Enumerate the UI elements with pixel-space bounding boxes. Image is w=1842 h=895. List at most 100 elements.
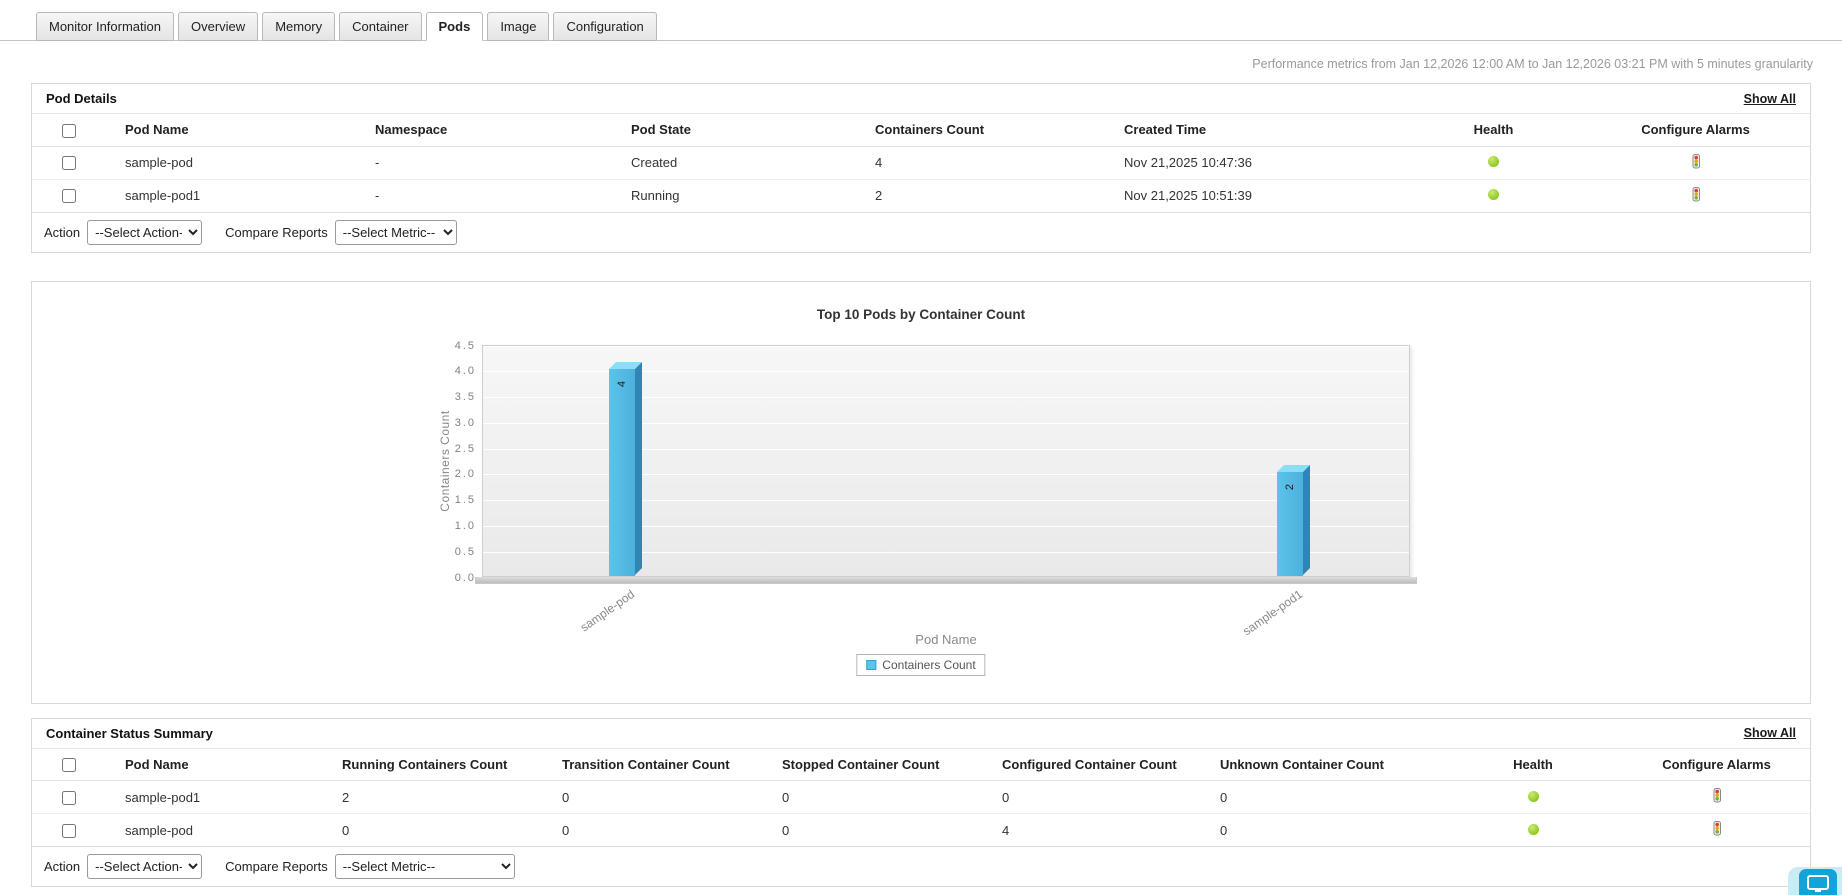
tab-overview[interactable]: Overview	[178, 12, 259, 41]
gridline	[483, 448, 1409, 450]
pod-details-row: sample-pod1 - Running 2 Nov 21,2025 10:5…	[32, 178, 1810, 212]
column-header-containers-count: Containers Count	[867, 114, 1116, 147]
action-label: Action	[44, 224, 81, 240]
column-header-health: Health	[1443, 748, 1623, 782]
gridline	[483, 397, 1409, 399]
health-up-icon	[1488, 189, 1499, 201]
cell-containers-count: 4	[875, 155, 883, 171]
tab-monitor-information[interactable]: Monitor Information	[36, 12, 174, 41]
tab-pods[interactable]: Pods	[425, 12, 484, 41]
gridline	[483, 371, 1409, 373]
y-axis-title: Containers Count	[438, 409, 452, 512]
chart-bar: 4	[609, 369, 636, 576]
y-axis-tick-label: 1.0	[454, 520, 476, 532]
cell-running: 0	[334, 813, 554, 847]
y-axis-tick-label: 0.0	[454, 571, 476, 584]
pod-details-header-row: Pod Name Namespace Pod State Containers …	[32, 114, 1810, 147]
cell-configured: 0	[1002, 789, 1010, 805]
chart-floor	[475, 576, 1417, 584]
select-all-checkbox[interactable]	[62, 123, 76, 138]
row-checkbox[interactable]	[62, 156, 76, 171]
action-select[interactable]: --Select Action--	[87, 219, 203, 245]
column-header-pod-name: Pod Name	[117, 114, 367, 147]
action-select[interactable]: --Select Action--	[87, 854, 203, 880]
container-summary-row: sample-pod 0 0 0 4 0	[32, 813, 1810, 847]
action-label: Action	[44, 859, 81, 875]
y-axis-tick-label: 0.5	[454, 545, 476, 558]
cell-pod-state: Created	[631, 155, 678, 171]
cell-transition: 0	[562, 789, 570, 805]
tab-image[interactable]: Image	[487, 12, 550, 41]
column-header-configure-alarms: Configure Alarms	[1623, 748, 1810, 782]
tab-configuration[interactable]: Configuration	[553, 12, 657, 41]
container-summary-header-row: Pod Name Running Containers Count Transi…	[32, 748, 1810, 782]
cell-namespace: -	[375, 155, 380, 171]
column-header-pod-state: Pod State	[623, 114, 867, 147]
legend-swatch	[866, 659, 877, 670]
health-up-icon	[1527, 823, 1539, 835]
chart-area: Top 10 Pods by Container Count Container…	[31, 280, 1811, 704]
cell-namespace: -	[367, 178, 623, 212]
y-axis-tick-label: 1.5	[454, 494, 476, 507]
column-header-health: Health	[1406, 114, 1581, 147]
cell-created-time: Nov 21,2025 10:47:36	[1124, 155, 1252, 171]
y-axis-tick-label: 2.5	[454, 442, 476, 455]
pod-details-row: sample-pod - Created 4 Nov 21,2025 10:47…	[32, 146, 1810, 179]
chat-monitor-icon	[1807, 875, 1829, 892]
cell-stopped: 0	[782, 789, 790, 805]
legend-label: Containers Count	[882, 657, 976, 672]
x-axis-tick-label: sample-pod	[577, 586, 638, 634]
compare-reports-label: Compare Reports	[225, 224, 328, 240]
gridline	[483, 422, 1409, 424]
configure-alarms-icon[interactable]	[1690, 153, 1702, 169]
column-header-configured-containers: Configured Container Count	[994, 748, 1212, 782]
tab-container[interactable]: Container	[339, 12, 422, 41]
pod-details-show-all-link[interactable]: Show All	[1743, 91, 1796, 106]
row-checkbox[interactable]	[62, 189, 76, 204]
x-axis-title: Pod Name	[915, 631, 977, 647]
y-axis-tick-label: 3.5	[454, 391, 476, 404]
column-header-unknown-containers: Unknown Container Count	[1212, 748, 1443, 782]
health-up-icon	[1488, 156, 1499, 168]
configure-alarms-icon[interactable]	[1711, 788, 1723, 803]
chart-bar: 2	[1277, 472, 1304, 576]
select-all-checkbox[interactable]	[62, 758, 76, 773]
gridline	[483, 526, 1409, 527]
cell-unknown: 0	[1220, 789, 1228, 805]
chart-plot: 4.5 4.0 3.5 3.0 2.5 2.0 1.5 1.0 0.5 0.0 4 2	[455, 340, 1410, 584]
container-summary-show-all-link[interactable]: Show All	[1743, 726, 1796, 741]
cell-pod-state: Running	[623, 178, 867, 212]
chart-title: Top 10 Pods by Container Count	[816, 306, 1026, 322]
column-header-stopped-containers: Stopped Container Count	[774, 748, 994, 782]
y-axis-tick-label: 3.0	[454, 416, 476, 429]
compare-reports-select[interactable]: --Select Metric--	[334, 854, 515, 880]
column-header-created-time: Created Time	[1116, 114, 1406, 147]
container-summary-title: Container Status Summary	[46, 725, 213, 741]
cell-created-time: Nov 21,2025 10:51:39	[1116, 178, 1406, 212]
compare-reports-select[interactable]: --Select Metric--	[334, 219, 457, 245]
row-checkbox[interactable]	[62, 823, 76, 838]
chat-widget-button[interactable]	[1799, 869, 1837, 895]
health-up-icon	[1527, 790, 1539, 802]
x-axis-tick-label: sample-pod1	[1240, 586, 1306, 638]
cell-running: 2	[342, 789, 350, 805]
bar-value-label: 2	[1284, 484, 1297, 491]
performance-metrics-note: Performance metrics from Jan 12,2026 12:…	[1252, 57, 1813, 71]
cell-unknown: 0	[1212, 813, 1443, 847]
cell-transition: 0	[554, 813, 774, 847]
pod-details-title: Pod Details	[46, 91, 117, 106]
configure-alarms-icon[interactable]	[1711, 821, 1723, 836]
cell-pod-name: sample-pod1	[125, 789, 201, 805]
column-header-transition-containers: Transition Container Count	[554, 748, 774, 782]
container-summary-header: Container Status Summary Show All	[32, 719, 1810, 749]
y-axis-tick-label: 2.0	[454, 468, 476, 481]
row-checkbox[interactable]	[62, 790, 76, 805]
container-summary-row: sample-pod1 2 0 0 0 0	[32, 781, 1810, 814]
column-header-namespace: Namespace	[367, 114, 623, 147]
y-axis-tick-label: 4.5	[454, 339, 476, 352]
gridline	[483, 500, 1409, 502]
configure-alarms-icon[interactable]	[1690, 186, 1702, 202]
chart-legend: Containers Count	[856, 653, 986, 676]
pod-details-action-bar: Action --Select Action-- Compare Reports…	[32, 211, 1810, 252]
tab-memory[interactable]: Memory	[262, 12, 336, 41]
